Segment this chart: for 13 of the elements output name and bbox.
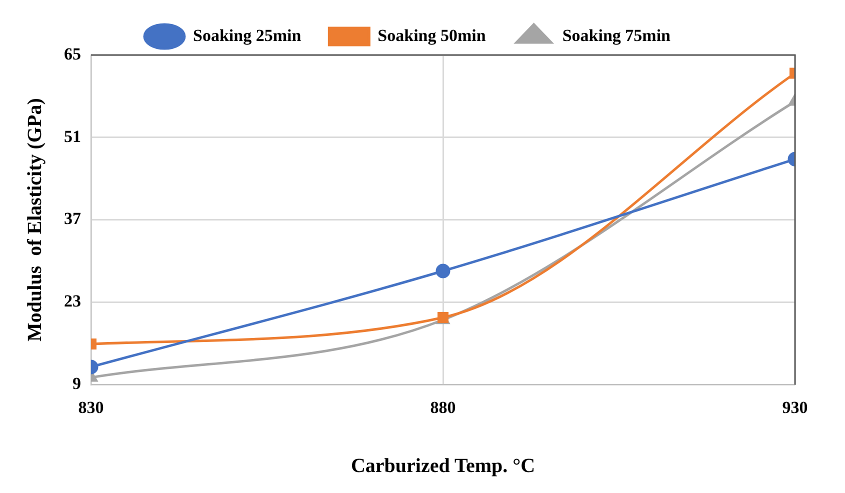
y-tick-label: 37	[64, 209, 82, 228]
y-axis-title: Modulus of Elasticity (GPa)	[24, 98, 46, 342]
y-tick-label: 9	[72, 374, 81, 393]
y-tick-label: 65	[64, 44, 81, 64]
x-tick-label: 830	[78, 398, 104, 418]
legend-label: Soaking 50min	[378, 26, 486, 45]
legend-label: Soaking 75min	[562, 26, 672, 45]
x-tick-label: 930	[782, 398, 808, 418]
x-axis-title: Carburized Temp. °C	[350, 455, 536, 478]
x-tick-label: 880	[430, 398, 456, 418]
legend-label: Soaking 25min	[192, 26, 302, 45]
y-tick-label: 23	[64, 292, 81, 311]
y-tick-label: 51	[64, 126, 81, 146]
